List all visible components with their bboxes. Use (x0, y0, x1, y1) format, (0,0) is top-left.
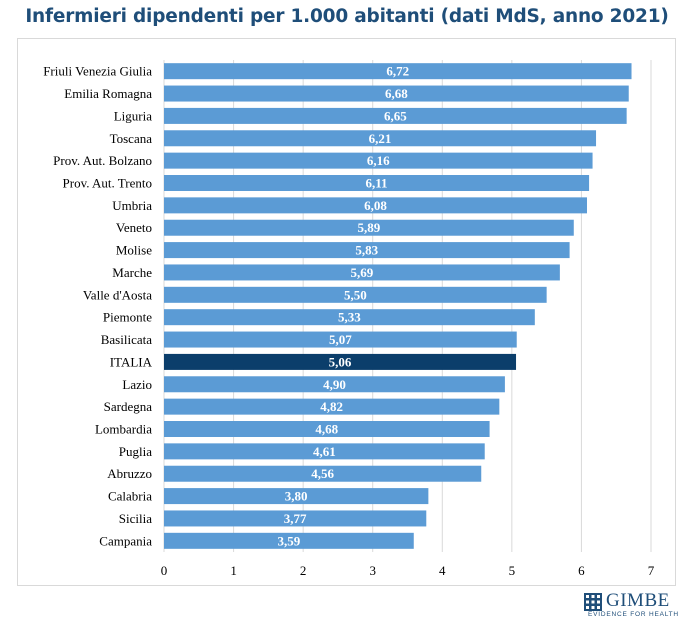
category-label: ITALIA (110, 354, 153, 369)
bar (164, 107, 627, 124)
data-label: 4,61 (313, 444, 336, 459)
data-label: 6,68 (385, 86, 408, 101)
x-tick-label: 7 (648, 563, 655, 578)
bar (164, 532, 414, 549)
x-tick-label: 5 (509, 563, 516, 578)
category-label: Campania (99, 533, 152, 548)
category-label: Molise (116, 243, 152, 258)
data-label: 5,89 (358, 220, 381, 235)
category-label: Lombardia (95, 422, 152, 437)
data-label: 5,07 (329, 332, 352, 347)
category-label: Basilicata (101, 332, 152, 347)
data-label: 3,77 (284, 511, 307, 526)
bar (164, 264, 560, 281)
category-label: Umbria (112, 198, 152, 213)
category-label: Prov. Aut. Trento (63, 176, 152, 191)
data-label: 6,65 (384, 108, 407, 123)
x-tick-label: 4 (439, 563, 446, 578)
logo-tagline: EVIDENCE FOR HEALTH (588, 611, 679, 618)
category-label: Emilia Romagna (64, 86, 152, 101)
x-tick-label: 1 (230, 563, 237, 578)
bar (164, 63, 632, 80)
category-label: Marche (112, 265, 152, 280)
data-label: 6,16 (367, 153, 390, 168)
bar (164, 85, 629, 102)
chart-frame (17, 38, 676, 586)
category-label: Liguria (114, 108, 152, 123)
data-label: 5,33 (338, 310, 361, 325)
category-label: Toscana (110, 131, 153, 146)
data-label: 3,80 (285, 489, 308, 504)
data-label: 4,90 (323, 377, 346, 392)
bar (164, 443, 485, 460)
data-label: 3,59 (278, 533, 301, 548)
bar (164, 242, 570, 259)
data-label: 4,56 (311, 466, 334, 481)
x-tick-label: 2 (300, 563, 307, 578)
bar (164, 510, 427, 527)
bar (164, 219, 574, 236)
category-label: Friuli Venezia Giulia (43, 64, 152, 79)
data-label: 6,08 (364, 198, 387, 213)
bar (164, 465, 482, 482)
data-label: 4,68 (315, 422, 338, 437)
gimbe-logo-mark-icon (584, 593, 602, 611)
category-label: Prov. Aut. Bolzano (53, 153, 152, 168)
gimbe-logo: GIMBE EVIDENCE FOR HEALTH (584, 590, 684, 620)
bar (164, 398, 500, 415)
chart-title: Infermieri dipendenti per 1.000 abitanti… (25, 6, 669, 27)
x-tick-label: 6 (578, 563, 585, 578)
category-label: Puglia (119, 444, 152, 459)
bar (164, 286, 547, 303)
category-label: Calabria (108, 489, 152, 504)
bar (164, 175, 590, 191)
data-label: 5,06 (329, 354, 352, 369)
data-label: 5,69 (351, 265, 374, 280)
bar (164, 130, 597, 147)
category-label: Piemonte (103, 310, 152, 325)
logo-name: GIMBE (606, 590, 670, 611)
bar (164, 152, 593, 169)
bar (164, 376, 505, 393)
bar (164, 488, 429, 505)
data-label: 4,82 (320, 399, 343, 414)
category-label: Valle d'Aosta (83, 287, 152, 302)
category-label: Lazio (122, 377, 152, 392)
bar (164, 421, 490, 437)
bar (164, 331, 517, 348)
category-label: Abruzzo (107, 466, 152, 481)
x-tick-label: 3 (369, 563, 376, 578)
x-tick-label: 0 (161, 563, 168, 578)
data-label: 5,83 (355, 243, 378, 258)
data-label: 6,72 (386, 64, 409, 79)
data-label: 6,21 (369, 131, 392, 146)
bar (164, 309, 535, 326)
data-label: 6,11 (366, 176, 388, 191)
category-label: Veneto (116, 220, 152, 235)
bar (164, 353, 517, 370)
category-label: Sicilia (119, 511, 152, 526)
data-label: 5,50 (344, 287, 367, 302)
bar (164, 197, 587, 214)
category-label: Sardegna (104, 399, 153, 414)
